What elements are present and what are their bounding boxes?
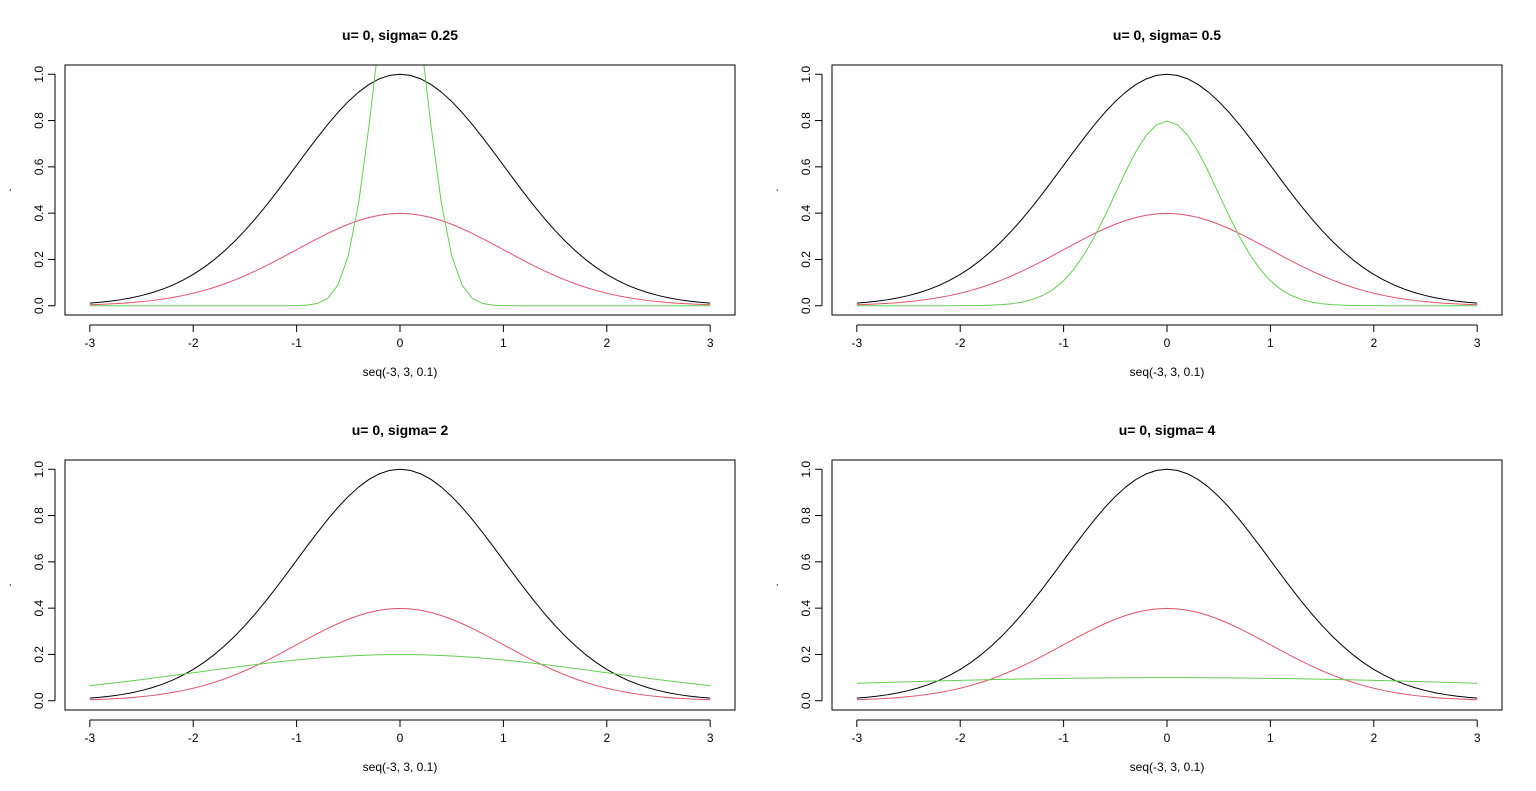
y-tick-label: 1.0 (799, 66, 813, 83)
x-axis-label: seq(-3, 3, 0.1) (1130, 760, 1205, 774)
chart-title: u= 0, sigma= 4 (1119, 422, 1216, 438)
x-axis-label: seq(-3, 3, 0.1) (1130, 365, 1205, 379)
y-tick-label: 0.4 (32, 599, 46, 616)
series-line-1 (89, 73, 711, 304)
y-axis-label: . (0, 583, 14, 586)
x-tick-label: 0 (1164, 336, 1171, 350)
series-line-1 (856, 73, 1478, 304)
y-tick-label: 0.4 (799, 599, 813, 616)
y-tick-label: 0.4 (799, 204, 813, 221)
y-tick-label: 0.2 (799, 251, 813, 268)
x-tick-label: -2 (955, 731, 966, 745)
plot-frame (831, 459, 1503, 711)
x-axis-label: seq(-3, 3, 0.1) (363, 365, 438, 379)
x-tick-label: 0 (1164, 731, 1171, 745)
x-tick-label: -1 (1058, 336, 1069, 350)
y-tick-label: 0.0 (32, 692, 46, 709)
y-tick-label: 0.8 (799, 507, 813, 524)
x-tick-label: 1 (500, 336, 507, 350)
chart-title: u= 0, sigma= 0.25 (342, 27, 458, 43)
x-tick-label: -2 (188, 336, 199, 350)
x-tick-label: 3 (707, 336, 714, 350)
plot-frame (64, 459, 736, 711)
y-tick-label: 1.0 (32, 66, 46, 83)
y-tick-label: 0.6 (799, 158, 813, 175)
y-tick-label: 0.2 (799, 646, 813, 663)
y-tick-label: 0.2 (32, 646, 46, 663)
y-tick-label: 1.0 (799, 461, 813, 478)
series-group (856, 73, 1478, 307)
y-tick-label: 0.8 (32, 507, 46, 524)
x-tick-label: 2 (603, 336, 610, 350)
y-axis-label: . (767, 188, 781, 191)
plot-frame (64, 64, 736, 316)
y-tick-label: 0.0 (799, 692, 813, 709)
series-line-2 (856, 607, 1478, 701)
x-tick-label: 2 (1370, 731, 1377, 745)
series-line-3 (89, 65, 711, 307)
chart-title: u= 0, sigma= 0.5 (1113, 27, 1221, 43)
y-tick-label: 0.2 (32, 251, 46, 268)
series-line-3 (89, 654, 711, 687)
x-tick-label: 3 (707, 731, 714, 745)
series-line-2 (89, 212, 711, 306)
y-tick-label: 0.6 (799, 553, 813, 570)
y-tick-label: 0.8 (799, 112, 813, 129)
y-tick-label: 0.6 (32, 158, 46, 175)
x-tick-label: 0 (397, 336, 404, 350)
series-group (89, 65, 711, 307)
chart-panel-2: u= 0, sigma= 0.5 -3 -2 -1 0 1 2 3 seq(-3, 3, 0.1… (767, 27, 1503, 379)
chart-panel-4: u= 0, sigma= 4 -3 -2 -1 0 1 2 3 seq(-3, 3, 0.1) 0… (767, 422, 1503, 774)
x-tick-label: 1 (500, 731, 507, 745)
y-tick-label: 0.0 (799, 297, 813, 314)
x-tick-label: 2 (603, 731, 610, 745)
series-line-1 (89, 468, 711, 699)
y-tick-label: 1.0 (32, 461, 46, 478)
chart-panel-1: u= 0, sigma= 0.25 -3 -2 -1 0 1 2 3 seq(-3, 3, 0.… (0, 27, 736, 379)
x-tick-label: -1 (291, 731, 302, 745)
x-tick-label: -1 (1058, 731, 1069, 745)
y-tick-label: 0.4 (32, 204, 46, 221)
series-group (856, 468, 1478, 701)
series-line-3 (856, 677, 1478, 684)
x-tick-label: -2 (188, 731, 199, 745)
y-tick-label: 0.0 (32, 297, 46, 314)
y-axis-label: . (767, 583, 781, 586)
x-tick-label: 3 (1474, 731, 1481, 745)
plot-frame (831, 64, 1503, 316)
x-tick-label: 1 (1267, 731, 1274, 745)
series-line-2 (89, 607, 711, 701)
x-axis-label: seq(-3, 3, 0.1) (363, 760, 438, 774)
x-tick-label: -2 (955, 336, 966, 350)
x-tick-label: 0 (397, 731, 404, 745)
x-tick-label: 2 (1370, 336, 1377, 350)
y-tick-label: 0.8 (32, 112, 46, 129)
series-line-2 (856, 212, 1478, 306)
x-tick-label: -3 (851, 731, 862, 745)
y-tick-label: 0.6 (32, 553, 46, 570)
series-line-1 (856, 468, 1478, 699)
x-tick-label: -3 (84, 731, 95, 745)
chart-title: u= 0, sigma= 2 (352, 422, 449, 438)
x-tick-label: 3 (1474, 336, 1481, 350)
x-tick-label: -1 (291, 336, 302, 350)
chart-panel-3: u= 0, sigma= 2 -3 -2 -1 0 1 2 3 seq(-3, 3, 0.1) 0… (0, 422, 736, 774)
series-line-3 (856, 120, 1478, 307)
x-tick-label: 1 (1267, 336, 1274, 350)
x-tick-label: -3 (851, 336, 862, 350)
series-group (89, 468, 711, 701)
y-axis-label: . (0, 188, 14, 191)
x-tick-label: -3 (84, 336, 95, 350)
